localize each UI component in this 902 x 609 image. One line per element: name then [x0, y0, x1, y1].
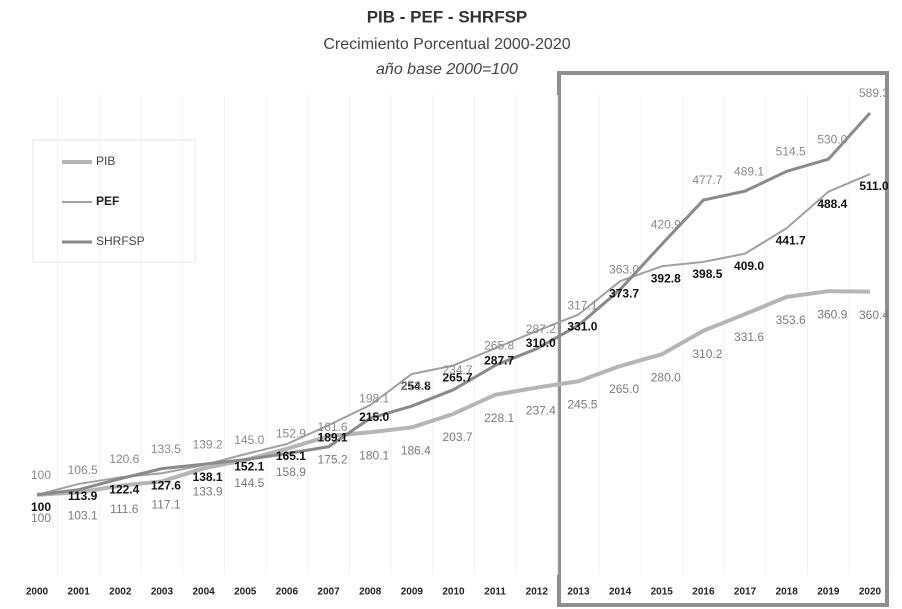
data-label: 100: [31, 500, 51, 514]
chart-subtitle: Crecimiento Porcentual 2000-2020: [323, 36, 570, 53]
x-tick-label: 2010: [442, 587, 465, 598]
data-label: 420.9: [651, 218, 681, 232]
data-label: 133.9: [193, 485, 223, 499]
data-label: 265.8: [484, 339, 514, 353]
data-label: 106.5: [68, 463, 98, 477]
x-tick-label: 2002: [109, 587, 132, 598]
data-label: 360.9: [817, 307, 847, 321]
data-label: 189.1: [318, 430, 348, 444]
series-line: [36, 111, 872, 497]
data-label: 488.4: [817, 197, 847, 211]
data-label: 139.2: [193, 437, 223, 451]
x-tick-label: 2004: [192, 587, 215, 598]
data-label: 158.9: [276, 465, 306, 479]
data-label: 152.9: [276, 427, 306, 441]
data-label: 280.0: [651, 370, 681, 384]
x-tick-label: 2000: [26, 587, 49, 598]
x-tick-label: 2019: [817, 587, 840, 598]
series-line: [36, 173, 871, 496]
data-label: 310.0: [526, 336, 556, 350]
data-label: 514.5: [776, 144, 806, 158]
data-label: 215.0: [359, 410, 389, 424]
data-label: 198.1: [359, 391, 389, 405]
data-label: 373.7: [609, 286, 639, 300]
x-tick-label: 2006: [276, 587, 299, 598]
data-label: 127.6: [151, 478, 181, 492]
data-label: 122.4: [109, 482, 139, 496]
data-label: 398.5: [692, 267, 722, 281]
x-tick-label: 2007: [317, 587, 340, 598]
x-tick-label: 2017: [734, 587, 757, 598]
data-label: 317.1: [567, 299, 597, 313]
data-label: 165.1: [276, 449, 306, 463]
x-tick-label: 2020: [859, 587, 882, 598]
data-label: 111.6: [110, 502, 139, 516]
data-label: 287.2: [526, 322, 556, 336]
highlight-box: [557, 71, 889, 607]
legend-label: PEF: [96, 194, 119, 208]
data-label: 530.0: [817, 132, 847, 146]
data-label: 363.0: [609, 263, 639, 277]
x-tick-label: 2003: [151, 587, 174, 598]
x-tick-label: 2014: [609, 587, 632, 598]
data-label: 353.6: [776, 313, 806, 327]
data-label: 265.7: [442, 371, 472, 385]
data-label: 265.0: [609, 382, 639, 396]
data-label: 138.1: [193, 470, 223, 484]
data-label: 234.7: [442, 363, 472, 377]
data-label: 441.7: [776, 233, 806, 247]
data-label: 589.3: [859, 86, 889, 100]
data-label: 161.6: [318, 420, 348, 434]
data-label: 477.7: [692, 173, 722, 187]
data-label: 511.0: [859, 179, 889, 193]
x-tick-label: 2001: [68, 587, 91, 598]
legend-box: [32, 139, 196, 263]
x-tick-label: 2011: [484, 587, 506, 598]
chart-note: año base 2000=100: [376, 61, 518, 78]
data-label: 152.1: [234, 459, 264, 473]
data-label: 180.1: [359, 448, 389, 462]
data-label: 228.1: [484, 411, 514, 425]
data-label: 331.0: [567, 320, 597, 334]
data-label: 103.1: [68, 509, 98, 523]
data-label: 287.7: [484, 353, 514, 367]
x-tick-label: 2013: [567, 587, 590, 598]
data-label: 331.6: [734, 330, 764, 344]
data-label: 113.9: [68, 489, 98, 503]
chart-title: PIB - PEF - SHRFSP: [367, 7, 528, 26]
data-label: 117.1: [151, 498, 180, 512]
x-tick-label: 2018: [776, 587, 799, 598]
data-label: 145.0: [234, 433, 264, 447]
data-label: 392.8: [651, 271, 681, 285]
data-label: 213.7: [401, 379, 431, 393]
data-label: 310.2: [692, 347, 722, 361]
legend-label: SHRFSP: [96, 234, 145, 248]
legend-label: PIB: [96, 154, 115, 168]
data-label: 144.5: [234, 476, 264, 490]
data-label: 254.8: [401, 379, 431, 393]
series-line: [36, 289, 871, 497]
data-label: 360.4: [859, 308, 889, 322]
x-tick-label: 2009: [401, 587, 424, 598]
data-label: 237.4: [526, 404, 556, 418]
data-label: 245.5: [567, 397, 597, 411]
x-tick-label: 2008: [359, 587, 382, 598]
data-label: 100: [31, 511, 51, 525]
data-label: 120.6: [109, 452, 139, 466]
x-tick-label: 2015: [651, 587, 674, 598]
data-label: 100: [31, 468, 51, 482]
data-label: 409.0: [734, 259, 764, 273]
data-label: 489.1: [734, 164, 764, 178]
x-tick-label: 2005: [234, 587, 257, 598]
x-tick-label: 2016: [692, 587, 715, 598]
data-label: 203.7: [442, 430, 472, 444]
data-label: 175.2: [318, 452, 348, 466]
data-label: 133.5: [151, 442, 181, 456]
x-tick-label: 2012: [526, 587, 549, 598]
data-label: 186.4: [401, 444, 431, 458]
